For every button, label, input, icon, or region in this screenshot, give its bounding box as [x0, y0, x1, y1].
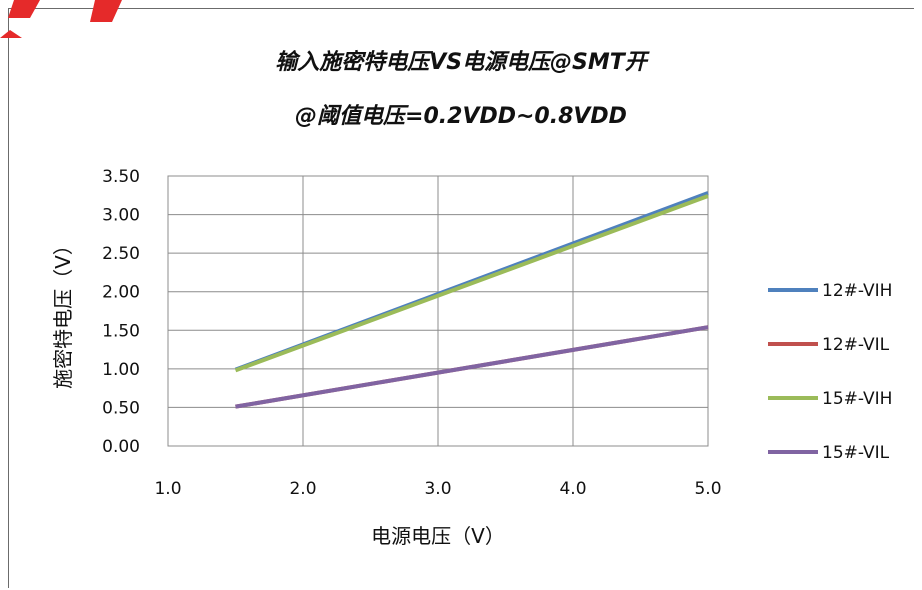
- legend: 12#-VIH 12#-VIL 15#-VIH 15#-VIL: [768, 281, 892, 463]
- x-tick-label: 1.0: [154, 479, 181, 499]
- series-line-15#-VIL: [235, 325, 709, 409]
- x-tick-label: 2.0: [289, 479, 316, 499]
- series-line-15#-VIH: [234, 194, 709, 373]
- chart-subtitle: @阈值电压=0.2VDD~0.8VDD: [295, 104, 627, 129]
- chart-title: 输入施密特电压VS电源电压@SMT开: [275, 50, 647, 75]
- y-axis-label: 施密特电压（V）: [51, 235, 75, 389]
- y-tick-label: 0.00: [102, 437, 140, 457]
- series-lines: [234, 191, 709, 409]
- x-tick-label: 3.0: [424, 479, 451, 499]
- x-tick-label: 5.0: [694, 479, 721, 499]
- y-tick-label: 1.00: [102, 360, 140, 380]
- legend-label: 15#-VIL: [822, 443, 890, 463]
- y-tick-label: 3.50: [102, 167, 140, 187]
- x-tick-label: 4.0: [559, 479, 586, 499]
- y-tick-label: 0.50: [102, 398, 140, 418]
- watermark-fragment: [0, 0, 122, 38]
- plot-area-border: [167, 175, 709, 447]
- y-tick-label: 1.50: [102, 321, 140, 341]
- legend-label: 15#-VIH: [822, 389, 892, 409]
- x-axis-label: 电源电压（V）: [371, 524, 505, 548]
- y-tick-label: 2.50: [102, 244, 140, 264]
- tick-labels: 0.00 0.50 1.00 1.50 2.00 2.50 3.00 3.50 1.0 2.0 3.…: [102, 167, 721, 499]
- legend-label: 12#-VIL: [822, 335, 890, 355]
- grid: [167, 175, 709, 447]
- y-tick-label: 3.00: [102, 206, 140, 226]
- y-tick-label: 2.00: [102, 283, 140, 303]
- legend-label: 12#-VIH: [822, 281, 892, 301]
- chart-frame: [8, 8, 914, 588]
